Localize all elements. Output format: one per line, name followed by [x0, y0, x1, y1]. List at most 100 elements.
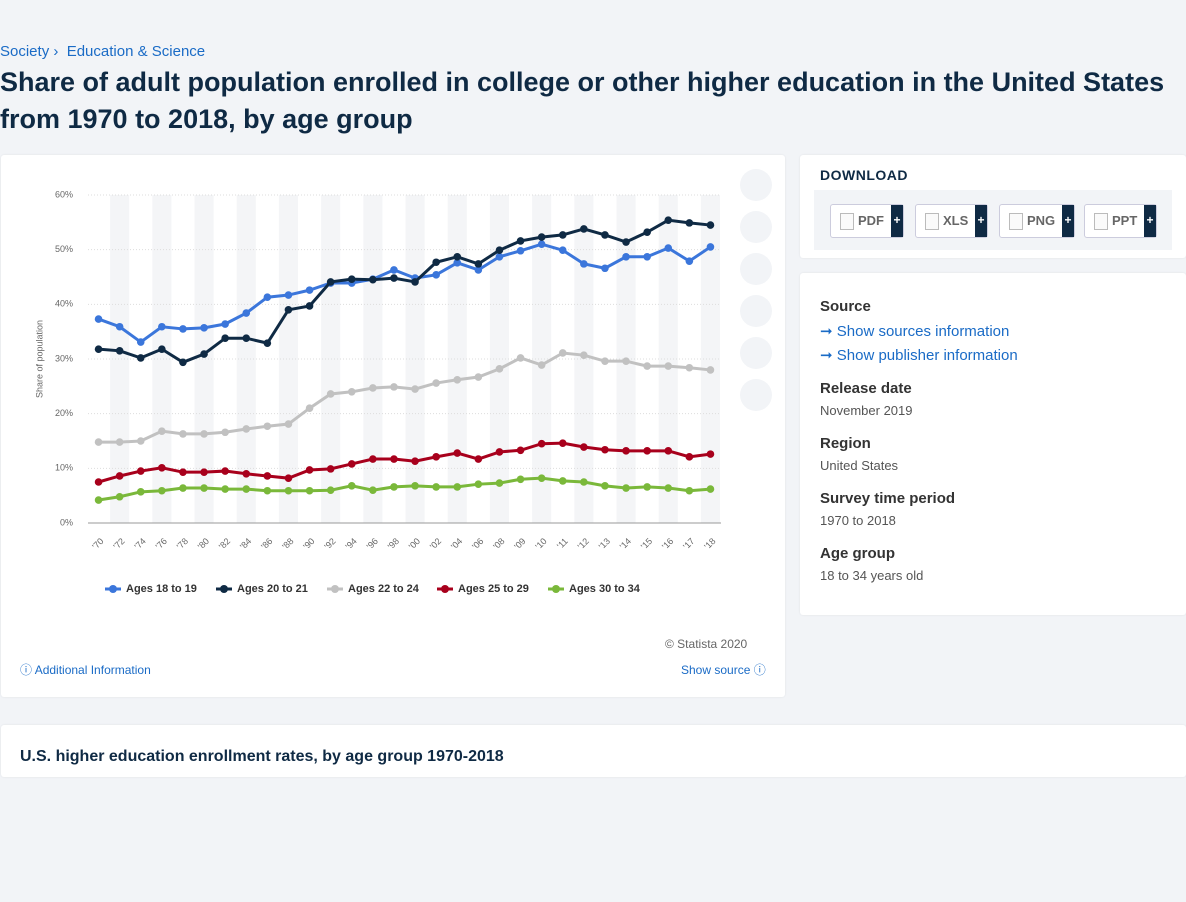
data-point [432, 271, 440, 279]
data-point [432, 258, 440, 267]
download-heading: DOWNLOAD [820, 167, 908, 183]
download-button[interactable]: PNG + [999, 204, 1075, 238]
settings-icon[interactable] [740, 253, 772, 285]
data-point [242, 425, 251, 433]
data-point [263, 486, 272, 495]
y-tick-label: 20% [55, 408, 73, 418]
data-point [537, 474, 546, 482]
download-button[interactable]: PDF + [830, 204, 904, 238]
button-label: XLS [943, 213, 969, 228]
data-point [580, 443, 588, 451]
legend-label: Ages 30 to 34 [569, 583, 641, 595]
data-point [390, 274, 398, 282]
data-point [706, 366, 715, 374]
detail-label: Age group [820, 545, 895, 562]
title: Share of adult population enrolled in co… [0, 67, 1165, 134]
data-point [411, 482, 419, 490]
favorite-icon[interactable] [740, 169, 772, 201]
data-point [115, 347, 124, 355]
alert-icon[interactable] [740, 211, 772, 243]
data-point [664, 362, 673, 370]
data-point [221, 334, 229, 343]
data-point [347, 275, 356, 283]
download-button[interactable]: XLS + [915, 204, 988, 238]
share-icon[interactable] [740, 295, 772, 327]
data-point [305, 486, 314, 495]
x-tick-label: '98 [386, 536, 401, 551]
data-point [347, 482, 356, 490]
source-link-text: Show sources information [836, 323, 1010, 340]
data-point [305, 286, 314, 294]
print-icon[interactable] [740, 379, 772, 411]
data-point [580, 260, 588, 268]
legend-label: Ages 25 to 29 [458, 583, 529, 595]
y-tick-label: 40% [55, 299, 73, 309]
file-icon [1094, 213, 1108, 230]
data-point [200, 430, 208, 438]
related-heading: U.S. higher education enrollment rates, … [20, 748, 504, 765]
data-point [495, 252, 504, 261]
data-point [706, 485, 715, 493]
file-icon [1009, 213, 1023, 230]
data-point [263, 422, 272, 431]
x-tick-label: '78 [175, 536, 190, 551]
cite-icon[interactable] [740, 337, 772, 369]
legend-dot [552, 585, 560, 593]
data-point [158, 486, 166, 495]
publisher-link[interactable]: ➞ Show publisher information [820, 347, 1018, 364]
chart-card [1, 155, 785, 697]
copyright: © Statista 2020 [665, 637, 748, 651]
download-button[interactable]: PPT + [1084, 204, 1157, 238]
detail-label: Survey time period [820, 490, 956, 507]
data-point [179, 358, 187, 367]
data-point [601, 357, 609, 365]
data-point [474, 260, 483, 268]
data-point [685, 257, 694, 265]
x-tick-label: '96 [365, 536, 380, 551]
band-stripe [321, 195, 341, 523]
data-point [263, 472, 272, 480]
data-point [537, 439, 546, 448]
x-tick-label: '70 [90, 536, 105, 551]
data-point [495, 448, 504, 456]
data-point [474, 373, 483, 381]
x-tick-label: '94 [343, 536, 358, 551]
show-source-text: Show source [681, 663, 751, 677]
data-point [432, 483, 440, 491]
data-point [453, 258, 462, 267]
data-point [263, 339, 272, 347]
source-link[interactable]: ➞ Show sources information [820, 323, 1010, 340]
x-tick-label: '00 [407, 536, 422, 551]
data-point [495, 246, 504, 255]
crumb-link[interactable]: Education & Science [66, 43, 206, 60]
y-tick-label: 50% [55, 244, 73, 254]
data-point [558, 349, 567, 357]
data-point [305, 302, 314, 310]
publisher-link-text: Show publisher information [836, 347, 1018, 364]
data-point [706, 243, 715, 251]
data-point [326, 278, 335, 286]
data-point [643, 483, 651, 491]
data-point [115, 492, 124, 501]
band-stripe [194, 195, 214, 523]
data-point [453, 252, 462, 261]
crumb-link[interactable]: Society [0, 43, 50, 60]
additional-info[interactable]: ⓘ Additional Information [20, 663, 151, 677]
x-tick-label: '74 [132, 536, 147, 551]
details-card [800, 273, 1186, 615]
y-tick-label: 0% [60, 517, 73, 527]
x-tick-label: '72 [111, 536, 126, 551]
band-stripe [236, 195, 256, 523]
data-point [664, 244, 673, 252]
button-label: PDF [858, 213, 884, 228]
show-source[interactable]: Show source ⓘ [681, 663, 766, 677]
file-icon [925, 213, 939, 230]
data-point [326, 390, 335, 398]
y-tick-label: 30% [55, 353, 73, 363]
detail-value: November 2019 [820, 403, 913, 418]
data-point [94, 496, 103, 504]
x-tick-label: '04 [449, 536, 464, 551]
data-point [390, 266, 398, 274]
data-point [305, 466, 314, 474]
data-point [516, 237, 525, 245]
